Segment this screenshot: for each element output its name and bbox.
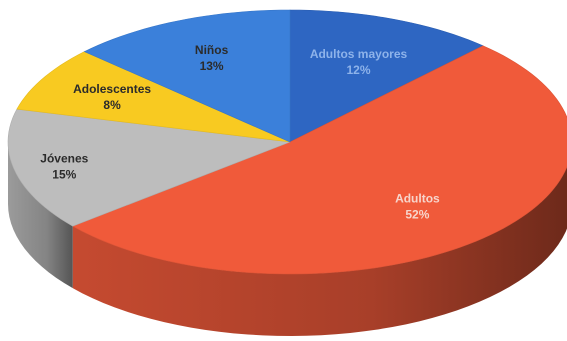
pie-slice-side-jovenes bbox=[8, 142, 73, 289]
slice-label-jovenes: Jóvenes bbox=[40, 152, 88, 166]
slice-value-ninos: 13% bbox=[200, 59, 224, 73]
slice-label-adolescentes: Adolescentes bbox=[73, 82, 151, 96]
pie-slice-adolescentes bbox=[16, 51, 291, 143]
slice-label-ninos: Niños bbox=[195, 43, 229, 57]
pie-label-layer: Adultos mayores 12% Adultos 52% Jóvenes 15% Ad… bbox=[40, 43, 440, 221]
pie-slice-jovenes bbox=[7, 108, 291, 227]
pie-slice-side-adultos bbox=[72, 166, 567, 336]
slice-label-adultos: Adultos bbox=[395, 192, 440, 206]
pie-top-layer bbox=[7, 9, 567, 275]
slice-value-adultos: 52% bbox=[405, 208, 429, 222]
pie-slice-adultos bbox=[72, 45, 567, 275]
slice-value-adolescentes: 8% bbox=[103, 98, 121, 112]
pie-slice-adultos-mayores bbox=[289, 9, 484, 143]
slice-label-adultos-mayores: Adultos mayores bbox=[310, 47, 408, 61]
slice-value-adultos-mayores: 12% bbox=[346, 63, 370, 77]
pie-side-layer bbox=[8, 142, 567, 336]
slice-value-jovenes: 15% bbox=[52, 168, 76, 182]
pie-slice-ninos bbox=[83, 9, 291, 143]
